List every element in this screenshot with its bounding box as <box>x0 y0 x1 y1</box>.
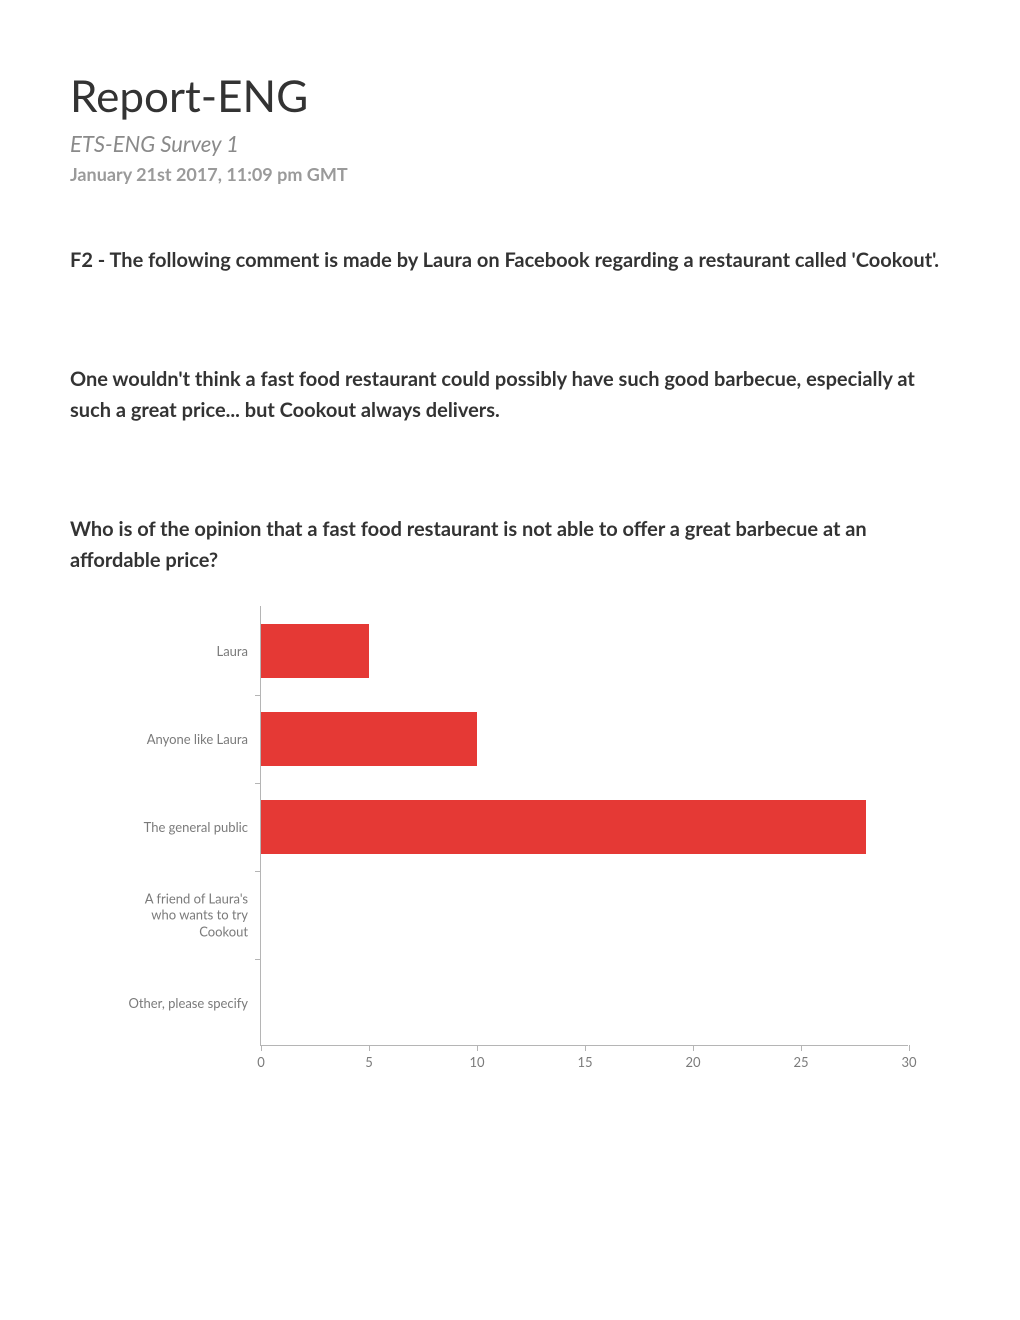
plot-area: LauraAnyone like LauraThe general public… <box>260 606 908 1046</box>
bar-row <box>261 712 909 766</box>
x-axis-label: 10 <box>469 1054 484 1070</box>
bar-chart: Laura Anyone like Laura The general public… <box>120 606 920 1106</box>
bar <box>261 624 369 678</box>
bar-row <box>261 624 909 678</box>
bar <box>261 712 477 766</box>
bar-row <box>261 888 909 942</box>
x-axis-label: 5 <box>365 1054 373 1070</box>
x-axis-label: 15 <box>577 1054 592 1070</box>
x-axis-label: 30 <box>901 1054 916 1070</box>
y-axis-label: Laura <box>118 643 248 659</box>
bar-row <box>261 800 909 854</box>
x-axis-tick <box>693 1045 694 1051</box>
x-axis-tick <box>369 1045 370 1051</box>
page-title: Report-ENG <box>70 70 950 122</box>
x-axis-label: 20 <box>685 1054 700 1070</box>
page-subtitle: ETS-ENG Survey 1 <box>70 130 950 157</box>
page-timestamp: January 21st 2017, 11:09 pm GMT <box>70 163 950 185</box>
y-axis-tick <box>255 695 261 696</box>
prompt-paragraph-2: One wouldn't think a fast food restauran… <box>70 364 950 426</box>
y-axis-label: Anyone like Laura <box>118 731 248 747</box>
x-axis-label: 25 <box>793 1054 808 1070</box>
x-axis-tick <box>909 1045 910 1051</box>
x-axis-tick <box>477 1045 478 1051</box>
bar <box>261 800 866 854</box>
question-paragraph: Who is of the opinion that a fast food r… <box>70 514 950 576</box>
y-axis-tick <box>255 959 261 960</box>
prompt-paragraph-1: F2 - The following comment is made by La… <box>70 245 950 276</box>
x-axis-tick <box>801 1045 802 1051</box>
x-axis-tick <box>261 1045 262 1051</box>
x-axis-tick <box>585 1045 586 1051</box>
x-axis-label: 0 <box>257 1054 265 1070</box>
y-axis-label: The general public <box>118 819 248 835</box>
y-axis-label: Other, please specify <box>118 995 248 1011</box>
y-axis-label: A friend of Laura's who wants to try Coo… <box>118 891 248 940</box>
y-axis-tick <box>255 871 261 872</box>
bar-row <box>261 976 909 1030</box>
y-axis-tick <box>255 783 261 784</box>
